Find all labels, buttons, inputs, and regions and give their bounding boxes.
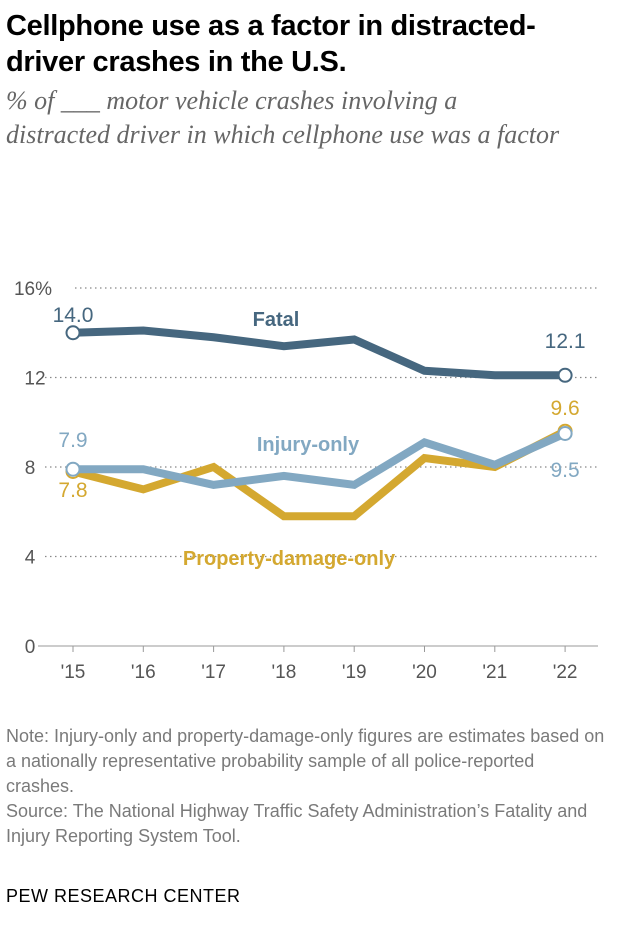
x-tick-label: '17: [201, 662, 226, 683]
x-tick-label: '18: [272, 662, 297, 683]
data-label: 9.5: [550, 459, 579, 482]
chart-title: Cellphone use as a factor in distracted-…: [6, 10, 536, 78]
data-label: 14.0: [53, 304, 94, 327]
source-text: Source: The National Highway Traffic Saf…: [6, 801, 588, 846]
x-tick-label: '15: [61, 662, 86, 683]
note-text: Note: Injury-only and property-damage-on…: [6, 726, 605, 796]
chart-subtitle: % of ___ motor vehicle crashes involving…: [6, 86, 560, 149]
data-label: 12.1: [545, 330, 586, 353]
series-label: Fatal: [253, 309, 300, 331]
x-tick-label: '21: [482, 662, 507, 683]
x-tick-label: '19: [342, 662, 367, 683]
x-tick-label: '16: [131, 662, 156, 683]
x-tick-label: '20: [412, 662, 437, 683]
series-label: Injury-only: [257, 434, 360, 456]
series-line-property-damage-only: [72, 427, 567, 521]
series-line-fatal: [72, 326, 566, 380]
y-tick-label: 4: [25, 548, 36, 569]
footer-brand: PEW RESEARCH CENTER: [6, 886, 241, 906]
y-tick-label: 8: [25, 458, 36, 479]
data-label: 7.8: [58, 479, 87, 502]
data-point-fatal: [65, 325, 81, 341]
series-label: Property-damage-only: [183, 548, 396, 570]
y-tick-label: 12: [24, 369, 45, 390]
data-point-fatal: [557, 367, 573, 383]
y-tick-label: 0: [25, 637, 36, 658]
x-tick-label: '22: [553, 662, 578, 683]
note: Note: Injury-only and property-damage-on…: [6, 724, 606, 849]
line-chart: 0 4 8 12 16% '15 '16 '17 '18 '19 '20 '21 '22 14.0 12.1…: [14, 279, 598, 683]
series-line-injury-only: [73, 429, 567, 490]
data-point-injury-only: [65, 461, 81, 477]
data-point-injury-only: [557, 425, 573, 441]
data-label: 7.9: [58, 429, 87, 452]
y-tick-label: 16%: [14, 279, 52, 300]
data-label: 9.6: [550, 397, 579, 420]
